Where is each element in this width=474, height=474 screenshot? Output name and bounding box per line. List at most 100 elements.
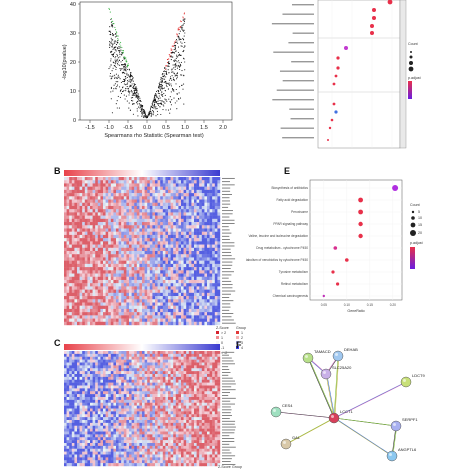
heatmap-cell: [131, 193, 135, 197]
heatmap-cell: [209, 296, 213, 300]
volcano-point: [179, 63, 182, 65]
heatmap-cell: [95, 292, 98, 297]
heatmap-cell: [110, 394, 114, 398]
heatmap-cell: [123, 276, 127, 281]
heatmap-cell: [217, 292, 221, 297]
heatmap-cell: [191, 362, 195, 366]
heatmap-cell: [108, 356, 111, 360]
heatmap-cell: [118, 385, 122, 389]
heatmap-cell: [77, 374, 80, 378]
heatmap-cell: [217, 247, 221, 252]
top-dot-point: [336, 56, 340, 60]
volcano-point: [162, 72, 164, 75]
heatmap-cell: [196, 302, 200, 306]
heatmap-cell: [87, 267, 91, 271]
heatmap-cell: [152, 205, 156, 210]
heatmap-cell: [71, 212, 75, 216]
heatmap-cell: [173, 321, 176, 326]
heatmap-cell: [105, 321, 109, 326]
heatmap-cell: [186, 382, 189, 386]
heatmap-cell: [64, 379, 67, 383]
heatmap-cell: [71, 228, 75, 232]
heatmap-cell: [168, 199, 171, 203]
heatmap-cell: [136, 231, 140, 236]
heatmap-cell: [170, 215, 174, 220]
heatmap-cell: [191, 376, 195, 380]
heatmap-cell: [136, 382, 140, 386]
heatmap-cell: [207, 356, 210, 360]
heatmap-cell: [144, 374, 148, 378]
volcano-point: [127, 82, 129, 84]
heatmap-cell: [152, 353, 156, 357]
heatmap-cell: [66, 273, 70, 277]
heatmap-cell: [131, 299, 135, 303]
heatmap-cell: [217, 299, 221, 303]
heatmap-cell: [201, 254, 205, 258]
heatmap-cell: [74, 186, 78, 191]
heatmap-cell: [212, 362, 215, 366]
heatmap-cell: [69, 382, 72, 386]
volcano-point: [180, 41, 182, 43]
volcano-point: [110, 91, 112, 93]
heatmap-cell: [92, 257, 96, 261]
heatmap-cell: [74, 225, 78, 229]
heatmap-cell: [149, 318, 153, 322]
heatmap-cell: [194, 273, 197, 277]
heatmap-cell: [129, 368, 132, 372]
heatmap-cell: [71, 312, 75, 316]
heatmap-cell: [165, 234, 169, 239]
heatmap-cell: [183, 241, 187, 245]
heatmap-cell: [84, 385, 88, 389]
heatmap-cell: [170, 238, 174, 242]
heatmap-cell: [199, 177, 202, 181]
heatmap-cell: [149, 308, 153, 313]
heatmap-cell: [204, 379, 208, 383]
heatmap-cell: [212, 189, 215, 194]
heatmap-cell: [168, 353, 171, 357]
heatmap-cell: [126, 215, 130, 220]
volcano-point: [109, 41, 111, 43]
heatmap-cell: [113, 379, 117, 383]
heatmap-cell: [170, 231, 174, 236]
heatmap-cell: [181, 202, 184, 207]
heatmap-cell: [214, 359, 218, 363]
heatmap-cell: [178, 241, 182, 245]
heatmap-cell: [134, 231, 137, 236]
heatmap-cell: [92, 189, 96, 194]
volcano-point: [176, 33, 178, 35]
heatmap-cell: [113, 405, 117, 409]
heatmap-cell: [162, 388, 166, 392]
heatmap-cell: [87, 273, 91, 277]
heatmap-cell: [100, 244, 104, 248]
heatmap-cell: [77, 225, 80, 229]
heatmap-cell: [116, 405, 119, 409]
heatmap-cell: [69, 351, 72, 355]
heatmap-cell: [157, 254, 161, 258]
heatmap-cell: [178, 296, 182, 300]
heatmap-cell: [149, 183, 153, 187]
heatmap-cell: [100, 376, 104, 380]
heatmap-cell: [157, 244, 161, 248]
heatmap-cell: [95, 276, 98, 281]
row-label: [222, 242, 235, 244]
heatmap-cell: [191, 202, 195, 207]
heatmap-cell: [100, 286, 104, 290]
heatmap-cell: [139, 183, 143, 187]
volcano-point: [176, 65, 178, 67]
heatmap-cell: [95, 283, 98, 287]
heatmap-cell: [157, 263, 161, 268]
heatmap-cell: [183, 315, 187, 319]
heatmap-cell: [129, 260, 132, 265]
heatmap-cell: [199, 205, 202, 210]
heatmap-cell: [168, 302, 171, 306]
heatmap-cell: [160, 228, 163, 232]
heatmap-cell: [69, 356, 72, 360]
volcano-point: [159, 83, 161, 85]
heatmap-cell: [199, 276, 202, 281]
heatmap-cell: [212, 374, 215, 378]
heatmap-cell: [152, 315, 156, 319]
heatmap-cell: [136, 371, 140, 375]
heatmap-cell: [209, 196, 213, 200]
heatmap-cell: [136, 238, 140, 242]
heatmap-cell: [160, 270, 163, 274]
